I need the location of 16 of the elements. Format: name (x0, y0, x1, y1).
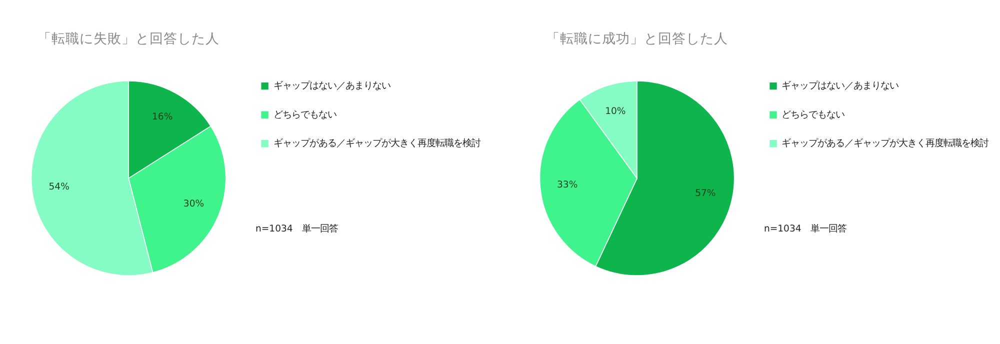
legend-label: ギャップはない／あまりない (273, 80, 390, 92)
data-label: 30% (183, 198, 204, 210)
text: n=1034 単一回答 (256, 223, 338, 234)
legend-label: ギャップはない／あまりない (782, 80, 899, 92)
data-label: 10% (605, 106, 626, 118)
chart-title: 「転職に失敗」と回答した人 (38, 30, 220, 47)
data-label: 54% (48, 182, 70, 193)
data-label: 16% (152, 111, 173, 122)
legend-label: どちらでもない (273, 109, 336, 120)
legend-label: どちらでもない (782, 109, 845, 120)
legend-label: ギャップがある／ギャップが大きく再度転職を検討 (273, 138, 480, 150)
text: n=1034 単一回答 (764, 223, 846, 234)
chart-title: 「転職に成功」と回答した人 (546, 30, 728, 47)
data-label: 33% (556, 179, 578, 190)
legend-label: ギャップがある／ギャップが大きく再度転職を検討 (782, 138, 989, 150)
data-label: 57% (695, 188, 716, 200)
